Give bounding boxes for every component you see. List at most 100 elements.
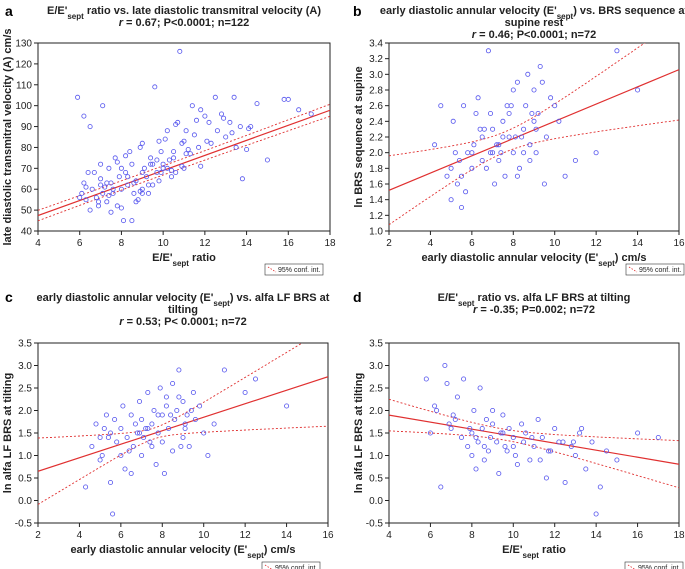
data-point	[444, 173, 450, 179]
legend-label: 95% conf. int.	[638, 565, 680, 569]
data-point	[118, 186, 124, 192]
data-point	[180, 434, 186, 440]
data-point	[473, 466, 479, 472]
data-point	[562, 479, 568, 485]
data-point	[254, 101, 260, 107]
data-point	[570, 439, 576, 445]
data-point	[227, 119, 233, 125]
x-tick-label: 4	[35, 238, 41, 249]
data-point	[155, 412, 161, 418]
data-point	[131, 180, 137, 186]
x-axis-label: E/E'sept ratio	[502, 544, 566, 560]
data-point	[535, 111, 541, 117]
data-point	[512, 452, 518, 458]
data-point	[186, 443, 192, 449]
data-point	[147, 439, 153, 445]
data-point	[129, 161, 135, 167]
data-point	[81, 180, 87, 186]
data-point	[176, 367, 182, 373]
data-point	[137, 144, 143, 150]
data-point	[126, 448, 132, 454]
data-point	[535, 416, 541, 422]
chart-stats: r = 0.67; P<0.0001; n=122	[119, 17, 250, 29]
y-tick-label: 0.5	[18, 474, 32, 485]
data-point	[481, 443, 487, 449]
data-point	[548, 95, 554, 101]
data-point	[519, 134, 525, 140]
data-point	[124, 434, 130, 440]
data-point	[252, 376, 258, 382]
data-point	[89, 443, 95, 449]
x-tick-label: 12	[199, 238, 211, 249]
data-point	[145, 190, 151, 196]
y-tick-label: 120	[15, 59, 32, 70]
data-point	[158, 169, 164, 175]
data-point	[96, 203, 102, 209]
y-tick-label: 3.5	[369, 339, 383, 350]
data-point	[176, 394, 182, 400]
data-point	[548, 448, 554, 454]
data-point	[103, 412, 109, 418]
x-tick-label: 8	[160, 530, 166, 541]
data-point	[233, 144, 239, 150]
y-tick-label: 1.0	[369, 227, 383, 238]
data-point	[191, 132, 197, 138]
data-point	[139, 140, 145, 146]
y-tick-label: 70	[21, 164, 33, 175]
y-tick-label: 60	[21, 185, 33, 196]
data-point	[560, 439, 566, 445]
data-point	[543, 134, 549, 140]
data-point	[432, 142, 438, 148]
data-point	[490, 421, 496, 427]
data-point	[448, 197, 454, 203]
data-point	[450, 412, 456, 418]
data-point	[205, 452, 211, 458]
data-point	[239, 176, 245, 182]
data-point	[521, 150, 527, 156]
data-point	[490, 150, 496, 156]
y-tick-label: 130	[15, 39, 32, 50]
y-tick-label: 0.0	[369, 496, 383, 507]
data-point	[498, 150, 504, 156]
data-point	[635, 87, 641, 93]
data-point	[450, 118, 456, 124]
data-point	[525, 71, 531, 77]
data-point	[473, 434, 479, 440]
data-point	[141, 434, 147, 440]
data-point	[475, 439, 481, 445]
data-point	[218, 111, 224, 117]
chart-title-line2: tilting	[168, 304, 198, 316]
data-point	[296, 107, 302, 113]
y-tick-label: 90	[21, 122, 33, 133]
x-tick-label: 6	[428, 530, 434, 541]
x-tick-label: 14	[591, 530, 603, 541]
plot-frame	[37, 342, 329, 524]
data-point	[192, 416, 198, 422]
data-point	[510, 87, 516, 93]
y-tick-label: 40	[21, 227, 33, 238]
data-point	[93, 421, 99, 427]
data-point	[552, 103, 558, 109]
data-point	[465, 150, 471, 156]
legend-label: 95% conf. int.	[639, 267, 681, 274]
data-point	[81, 113, 87, 119]
data-point	[479, 157, 485, 163]
data-point	[123, 169, 129, 175]
data-point	[483, 416, 489, 422]
data-point	[442, 362, 448, 368]
x-tick-label: 16	[632, 530, 644, 541]
x-tick-label: 14	[241, 238, 253, 249]
regression-line	[38, 109, 330, 217]
x-tick-label: 14	[281, 530, 293, 541]
x-tick-label: 8	[469, 530, 475, 541]
x-tick-label: 2	[386, 238, 392, 249]
data-points	[432, 48, 641, 210]
data-point	[156, 138, 162, 144]
data-point	[533, 126, 539, 132]
data-point	[128, 412, 134, 418]
data-point	[89, 186, 95, 192]
data-point	[502, 173, 508, 179]
data-point	[281, 96, 287, 102]
data-point	[458, 434, 464, 440]
data-point	[517, 165, 523, 171]
